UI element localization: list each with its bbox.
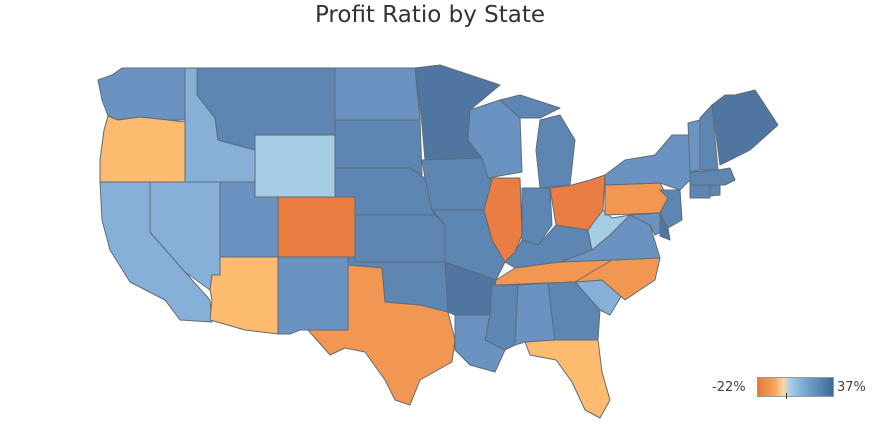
state-pennsylvania[interactable] bbox=[604, 182, 669, 216]
map-title: Profit Ratio by State bbox=[314, 2, 546, 28]
state-colorado[interactable] bbox=[277, 196, 356, 258]
color-legend: -22% 37% bbox=[712, 377, 872, 399]
state-north-dakota[interactable] bbox=[334, 67, 421, 121]
legend-min-label: -22% bbox=[712, 380, 746, 395]
legend-gradient-bar bbox=[757, 377, 834, 397]
state-south-dakota[interactable] bbox=[334, 119, 423, 176]
state-arizona[interactable] bbox=[209, 256, 279, 335]
state-florida[interactable] bbox=[524, 339, 611, 419]
state-iowa[interactable] bbox=[421, 157, 493, 211]
state-kansas[interactable] bbox=[354, 214, 446, 263]
legend-max-label: 37% bbox=[837, 380, 866, 395]
state-new-york[interactable] bbox=[604, 134, 691, 191]
state-wyoming[interactable] bbox=[254, 134, 336, 198]
state-oregon[interactable] bbox=[99, 115, 186, 183]
state-maine[interactable] bbox=[711, 89, 779, 166]
state-indiana[interactable] bbox=[521, 187, 553, 246]
state-connecticut[interactable] bbox=[689, 184, 711, 199]
legend-zero-tick bbox=[786, 393, 787, 399]
state-delaware[interactable] bbox=[659, 212, 671, 241]
state-michigan-up[interactable] bbox=[499, 94, 561, 119]
state-new-mexico[interactable] bbox=[277, 256, 349, 335]
state-washington[interactable] bbox=[97, 67, 186, 121]
state-georgia[interactable] bbox=[547, 281, 601, 343]
state-vermont[interactable] bbox=[687, 119, 701, 173]
state-rhode-island[interactable] bbox=[709, 184, 721, 197]
state-michigan[interactable] bbox=[535, 114, 576, 189]
state-texas[interactable] bbox=[307, 264, 456, 406]
